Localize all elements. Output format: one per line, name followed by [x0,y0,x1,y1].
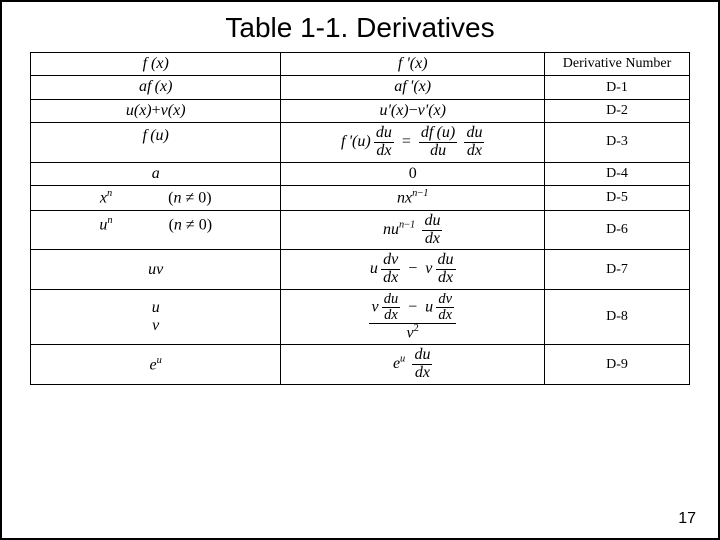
cell-fn: eu [31,345,281,385]
cell-fn: a [31,162,281,185]
cell-fn: uv [31,290,281,345]
cell-deriv: f '(u) dudx = df (u)du dudx [281,123,545,163]
cell-fn: u(x)+v(x) [31,99,281,122]
table-row: a 0 D-4 [31,162,690,185]
cell-id: D-4 [545,162,690,185]
cell-deriv: nun−1 dudx [281,210,545,250]
cell-deriv: eu dudx [281,345,545,385]
cell-fn: un (n ≠ 0) [31,210,281,250]
table-row: af (x) af '(x) D-1 [31,76,690,99]
header-deriv: f '(x) [281,53,545,76]
cell-deriv: nxn−1 [281,186,545,211]
table-row: u(x)+v(x) u'(x)−v'(x) D-2 [31,99,690,122]
cell-id: D-6 [545,210,690,250]
derivatives-table: f (x) f '(x) Derivative Number af (x) af… [30,52,690,385]
cell-deriv: af '(x) [281,76,545,99]
cell-fn: uv [31,250,281,290]
cell-id: D-1 [545,76,690,99]
cell-fn: xn (n ≠ 0) [31,186,281,211]
table-row: f (u) f '(u) dudx = df (u)du dudx D-3 [31,123,690,163]
cell-id: D-5 [545,186,690,211]
page-number: 17 [678,510,696,528]
table-row: uv v dudx − u dvdx v2 D-8 [31,290,690,345]
cell-id: D-8 [545,290,690,345]
header-fn: f (x) [31,53,281,76]
table-row-header: f (x) f '(x) Derivative Number [31,53,690,76]
header-id: Derivative Number [545,53,690,76]
cell-deriv: u dvdx − v dudx [281,250,545,290]
page-title: Table 1-1. Derivatives [2,2,718,52]
cell-id: D-3 [545,123,690,163]
table-row: un (n ≠ 0) nun−1 dudx D-6 [31,210,690,250]
derivatives-table-wrap: f (x) f '(x) Derivative Number af (x) af… [2,52,718,385]
cell-deriv: v dudx − u dvdx v2 [281,290,545,345]
cell-deriv: 0 [281,162,545,185]
cell-deriv: u'(x)−v'(x) [281,99,545,122]
table-row: xn (n ≠ 0) nxn−1 D-5 [31,186,690,211]
cell-fn: f (u) [31,123,281,163]
cell-id: D-9 [545,345,690,385]
table-row: uv u dvdx − v dudx D-7 [31,250,690,290]
cell-id: D-2 [545,99,690,122]
cell-fn: af (x) [31,76,281,99]
cell-id: D-7 [545,250,690,290]
table-row: eu eu dudx D-9 [31,345,690,385]
